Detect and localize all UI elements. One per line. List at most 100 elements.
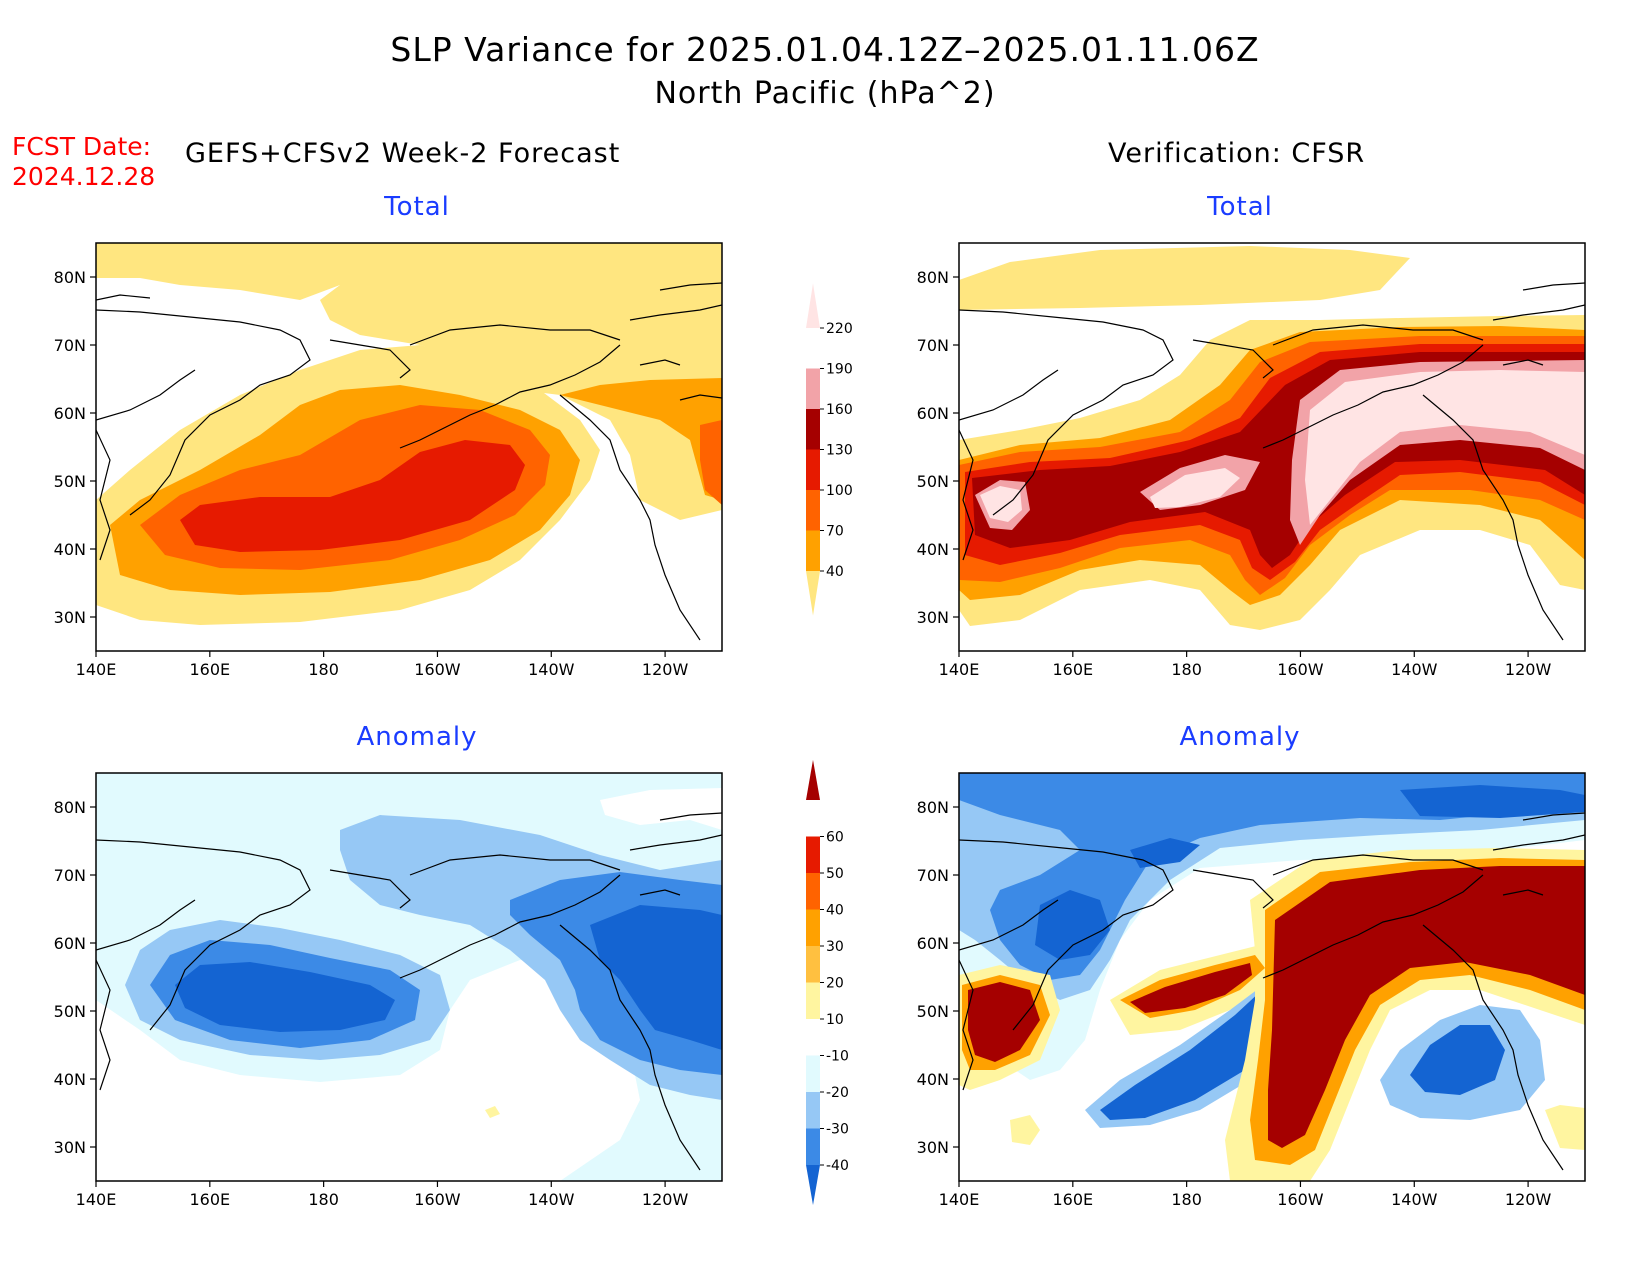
contour-220c bbox=[980, 486, 1022, 522]
colorbar-total-bin bbox=[806, 283, 820, 328]
forecast-total-lat-label: 50N bbox=[54, 472, 86, 491]
contour-40 bbox=[96, 243, 722, 520]
forecast-total-lat-label: 40N bbox=[54, 540, 86, 559]
contour-100b bbox=[700, 420, 722, 505]
colorbar-anomaly-bin bbox=[806, 1019, 820, 1056]
colorbar-anomaly-bin bbox=[806, 1128, 820, 1165]
forecast-total-lat-label: 30N bbox=[54, 608, 86, 627]
verification-anomaly-lat-label: 70N bbox=[917, 866, 949, 885]
verification-anomaly-lon-label: 140E bbox=[939, 1190, 980, 1209]
coastlines bbox=[96, 282, 1585, 1171]
forecast-total-lon-label: 140E bbox=[76, 660, 117, 679]
verification-total-lon-label: 160E bbox=[1052, 660, 1093, 679]
forecast-anomaly-lon-label: 160W bbox=[414, 1190, 461, 1209]
colorbar-total-tick-label: 130 bbox=[826, 443, 853, 459]
forecast-total-lon-label: 160W bbox=[414, 660, 461, 679]
colorbar-anomaly-tick-label: 50 bbox=[826, 866, 844, 882]
colorbar-anomaly-tick-label: -20 bbox=[826, 1085, 849, 1101]
contour-minus40b bbox=[1130, 838, 1200, 868]
forecast-anomaly-frame bbox=[95, 772, 723, 1182]
contour-minus40-south bbox=[1100, 990, 1282, 1120]
contour-plus10 bbox=[485, 1106, 500, 1118]
contour-minus30 bbox=[959, 773, 1585, 980]
fcst-date-label: FCST Date: bbox=[12, 132, 152, 161]
forecast-anomaly-lat-label: 70N bbox=[54, 866, 86, 885]
colorbar-total-bin bbox=[806, 571, 820, 616]
colorbar-anomaly-tick-label: 40 bbox=[826, 903, 844, 919]
verification-total-lon-label: 140E bbox=[939, 660, 980, 679]
colorbar-anomaly-tick-label: -40 bbox=[826, 1158, 849, 1174]
colorbar-total-tick-label: 220 bbox=[826, 321, 853, 337]
colorbar-total-bin bbox=[806, 490, 820, 531]
colorbar-anomaly-bin bbox=[806, 946, 820, 983]
contour-plus60b bbox=[1130, 963, 1252, 1013]
forecast-total-lat-label: 80N bbox=[54, 268, 86, 287]
verification-anomaly-lon-label: 160E bbox=[1052, 1190, 1093, 1209]
contour-plus10d bbox=[1010, 1115, 1040, 1145]
main-title: SLP Variance for 2025.01.04.12Z–2025.01.… bbox=[390, 30, 1260, 69]
colorbar-anomaly-tick-label: 60 bbox=[826, 830, 844, 846]
verification-anomaly-lon-label: 180 bbox=[1171, 1190, 1202, 1209]
forecast-anomaly-lat-label: 30N bbox=[54, 1138, 86, 1157]
verification-anomaly-lon-label: 120W bbox=[1505, 1190, 1552, 1209]
anom-white-area-b bbox=[600, 788, 722, 830]
fcst-date-value: 2024.12.28 bbox=[12, 162, 156, 191]
verification-total-lon-label: 180 bbox=[1171, 660, 1202, 679]
verification-anomaly-lat-label: 60N bbox=[917, 934, 949, 953]
verification-total-lat-label: 40N bbox=[917, 540, 949, 559]
contour-40 bbox=[959, 246, 1410, 310]
colorbar-total-bin bbox=[806, 409, 820, 450]
verification-total-lat-label: 70N bbox=[917, 336, 949, 355]
axes-layer: 140E 160E 180 160W 140W 120W 80N 70N 60N 50N 40N 30… bbox=[54, 268, 1552, 1209]
verification-anomaly-map bbox=[959, 773, 1585, 1181]
verification-total-lat-label: 60N bbox=[917, 404, 949, 423]
forecast-anomaly-map bbox=[96, 773, 722, 1181]
contour-minus40 bbox=[175, 962, 395, 1032]
verification-anomaly-lat-label: 30N bbox=[917, 1138, 949, 1157]
colorbar-total: 40 70 100 130 160 190 220 bbox=[806, 283, 853, 616]
forecast-total-lon-label: 120W bbox=[642, 660, 689, 679]
verification-total-lon-label: 160W bbox=[1277, 660, 1324, 679]
colorbar-anomaly-bin bbox=[806, 1055, 820, 1092]
colorbar-anomaly-bin bbox=[806, 759, 820, 800]
colorbar-anomaly-tick-label: 10 bbox=[826, 1012, 844, 1028]
coastline-panel-d bbox=[959, 812, 1585, 1171]
contour-plus10e bbox=[1545, 1105, 1585, 1150]
verification-total-lat-label: 50N bbox=[917, 472, 949, 491]
verification-anomaly-lat-label: 40N bbox=[917, 1070, 949, 1089]
contour-minus40c bbox=[1400, 785, 1585, 818]
verification-anomaly-lat-label: 80N bbox=[917, 798, 949, 817]
coastline-panel-a bbox=[96, 282, 722, 641]
colorbar-total-tick-label: 70 bbox=[826, 524, 844, 540]
forecast-total-frame bbox=[95, 242, 723, 652]
subtitle: North Pacific (hPa^2) bbox=[654, 76, 996, 111]
colorbar-anomaly-tick-label: 30 bbox=[826, 939, 844, 955]
verification-anomaly-title: Anomaly bbox=[1179, 722, 1301, 752]
contour-220 bbox=[1150, 468, 1240, 508]
colorbar-total-bin bbox=[806, 530, 820, 571]
contour-minus40-east bbox=[1410, 1025, 1505, 1095]
forecast-anomaly-lat-label: 50N bbox=[54, 1002, 86, 1021]
forecast-anomaly-lon-label: 180 bbox=[308, 1190, 339, 1209]
contour-70b bbox=[560, 378, 722, 500]
forecast-header: GEFS+CFSv2 Week-2 Forecast bbox=[185, 138, 621, 169]
verification-header: Verification: CFSR bbox=[1108, 138, 1366, 169]
colorbar-total-bin bbox=[806, 449, 820, 490]
colorbar-total-tick-label: 160 bbox=[826, 402, 853, 418]
colorbar-anomaly-bin bbox=[806, 909, 820, 946]
forecast-total-title: Total bbox=[384, 192, 450, 222]
colorbar-anomaly: -40 -30 -20 -10 10 20 30 40 50 60 bbox=[806, 759, 849, 1206]
colorbar-anomaly-tick-label: -10 bbox=[826, 1049, 849, 1065]
forecast-anomaly-lat-label: 80N bbox=[54, 798, 86, 817]
verification-anomaly-lon-label: 160W bbox=[1277, 1190, 1324, 1209]
forecast-anomaly-lon-label: 120W bbox=[642, 1190, 689, 1209]
colorbar-anomaly-tick-label: -30 bbox=[826, 1122, 849, 1138]
anom-white-area bbox=[96, 960, 640, 1181]
forecast-anomaly-title: Anomaly bbox=[356, 722, 478, 752]
colorbar-anomaly-bin bbox=[806, 873, 820, 910]
colorbar-anomaly-tick-label: 20 bbox=[826, 976, 844, 992]
colorbar-anomaly-bin bbox=[806, 1165, 820, 1206]
verification-anomaly-frame bbox=[958, 772, 1586, 1182]
contour-plus60c bbox=[1268, 866, 1585, 1148]
